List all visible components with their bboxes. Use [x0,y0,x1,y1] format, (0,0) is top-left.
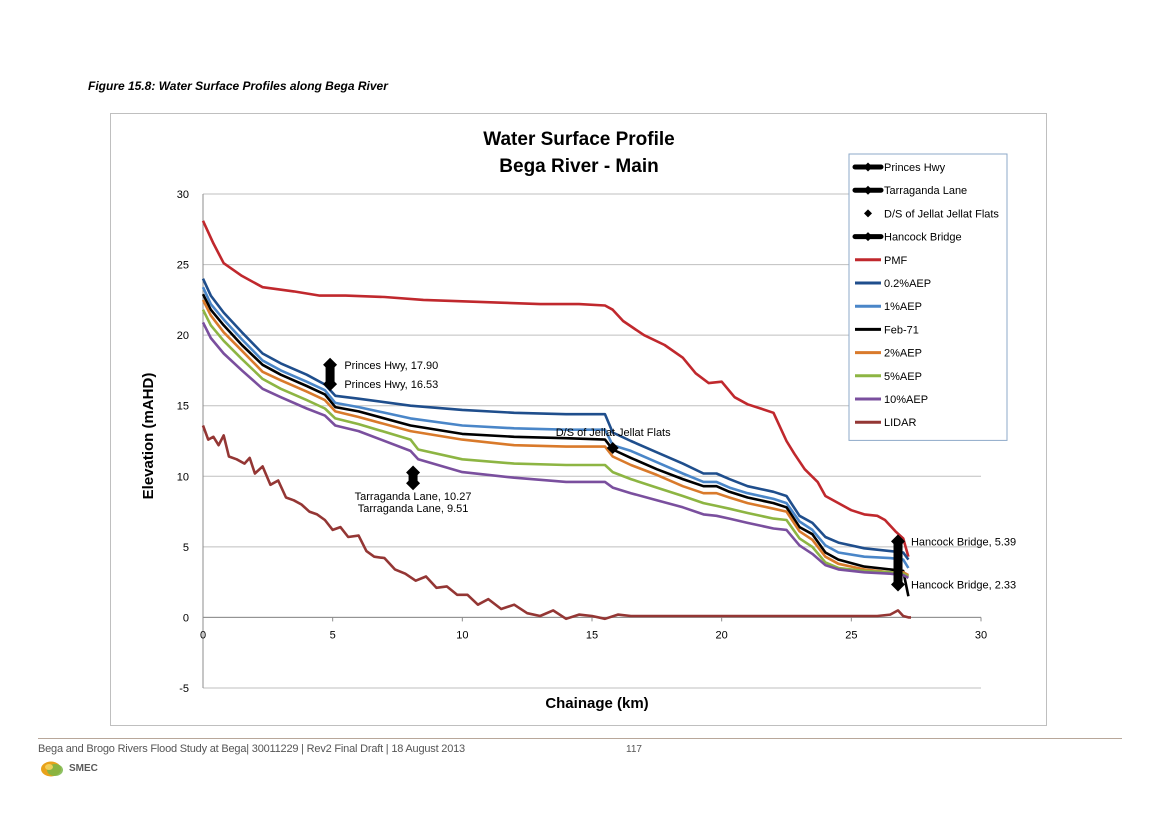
series-line-0-2-aep [201,278,910,561]
data-label: Tarraganda Lane, 10.27 [355,491,472,503]
y-tick-label: 10 [177,471,189,483]
legend-marker [863,185,873,195]
legend-label: Tarraganda Lane [884,185,967,197]
legend-label: Hancock Bridge [884,232,962,244]
x-tick-label: 15 [586,629,598,641]
page-number: 117 [626,744,642,755]
y-tick-label: -5 [179,683,189,695]
legend-item: Feb-71 [855,324,919,336]
legend-item: 5%AEP [855,371,922,383]
structure-marker-princes-hwy [323,357,338,372]
structure-marker-tarraganda-lane [406,476,421,491]
legend-item: 2%AEP [855,348,922,360]
x-tick-label: 0 [200,629,206,641]
footer-document-info: Bega and Brogo Rivers Flood Study at Beg… [38,743,465,755]
series-line-2-aep [201,299,910,577]
y-tick-label: 30 [177,189,189,201]
legend-label: 5%AEP [884,371,922,383]
legend-marker [863,232,873,242]
chart-title: Water Surface Profile Bega River - Main [483,129,674,177]
y-tick-label: 15 [177,401,189,413]
series-line-lidar [201,425,911,621]
legend-item: 10%AEP [855,394,928,406]
legend-item: Hancock Bridge [852,232,962,244]
y-tick-label: 0 [183,612,189,624]
structure-marker-princes-hwy [323,377,338,392]
series-line-10-aep [201,321,910,580]
x-tick-label: 5 [330,629,336,641]
legend-item: Princes Hwy [852,162,946,174]
y-tick-label: 20 [177,330,189,342]
y-axis-title: Elevation (mAHD) [140,373,157,500]
structure-markers [323,357,906,592]
legend-label: 0.2%AEP [884,278,931,290]
figure-caption: Figure 15.8: Water Surface Profiles alon… [88,79,388,93]
series-lines [201,220,911,621]
structure-marker-tarraganda-lane [406,465,421,480]
data-label: Princes Hwy, 16.53 [344,379,438,391]
legend: Princes Hwy Tarraganda Lane D/S of Jellat … [848,153,1008,441]
x-tick-label: 20 [716,629,728,641]
legend-label: 1%AEP [884,301,922,313]
structure-marker-hancock-bridge [891,534,906,549]
chart-frame: -5 0 5 10 15 20 25 30 0 5 10 15 20 25 30 Chainage (km) E… [110,113,1047,726]
y-tick-label: 5 [183,542,189,554]
data-label: Hancock Bridge, 2.33 [911,580,1016,592]
structure-marker-hancock-bridge [891,577,906,592]
legend-label: 2%AEP [884,348,922,360]
series-line-pmf [201,220,910,558]
smec-logo: SMEC [40,760,100,778]
smec-logo-icon [41,761,63,777]
legend-item: 0.2%AEP [855,278,931,290]
chart-title-line: Bega River - Main [499,156,658,177]
legend-label: Feb-71 [884,324,919,336]
legend-marker [863,162,873,172]
data-label: Tarraganda Lane, 9.51 [358,503,469,515]
series-line-1-aep [201,286,910,569]
series-line-5-aep [201,309,910,578]
legend-item: D/S of Jellat Jellat Flats [864,208,999,220]
legend-label: Princes Hwy [884,162,946,174]
legend-item: PMF [855,255,908,267]
axes: -5 0 5 10 15 20 25 30 0 5 10 15 20 25 30 Chainage (km) E… [140,189,987,712]
x-tick-label: 10 [456,629,468,641]
data-label: Hancock Bridge, 5.39 [911,536,1016,548]
x-tick-label: 30 [975,629,987,641]
x-axis-title: Chainage (km) [545,695,648,712]
chart-title-line: Water Surface Profile [483,129,674,150]
legend-item: 1%AEP [855,301,922,313]
legend-marker [864,209,872,218]
y-tick-label: 25 [177,260,189,272]
legend-label: 10%AEP [884,394,928,406]
structure-marker-d-s-of-jellat-jellat-flats [606,442,619,455]
legend-label: LIDAR [884,417,916,429]
data-label: D/S of Jellat Jellat Flats [556,427,671,439]
legend-label: PMF [884,255,908,267]
legend-item: LIDAR [855,417,916,429]
data-label: Princes Hwy, 17.90 [344,360,438,372]
smec-logo-text: SMEC [69,763,98,774]
legend-label: D/S of Jellat Jellat Flats [884,208,999,220]
footer-divider [38,738,1122,739]
series-line-feb-71 [201,293,910,597]
x-tick-label: 25 [845,629,857,641]
legend-box [848,153,1008,441]
annotations: Princes Hwy, 17.90 Princes Hwy, 16.53 D/S … [344,360,1016,592]
water-surface-profile-chart: -5 0 5 10 15 20 25 30 0 5 10 15 20 25 30 Chainage (km) E… [140,129,1016,712]
legend-item: Tarraganda Lane [852,185,967,197]
